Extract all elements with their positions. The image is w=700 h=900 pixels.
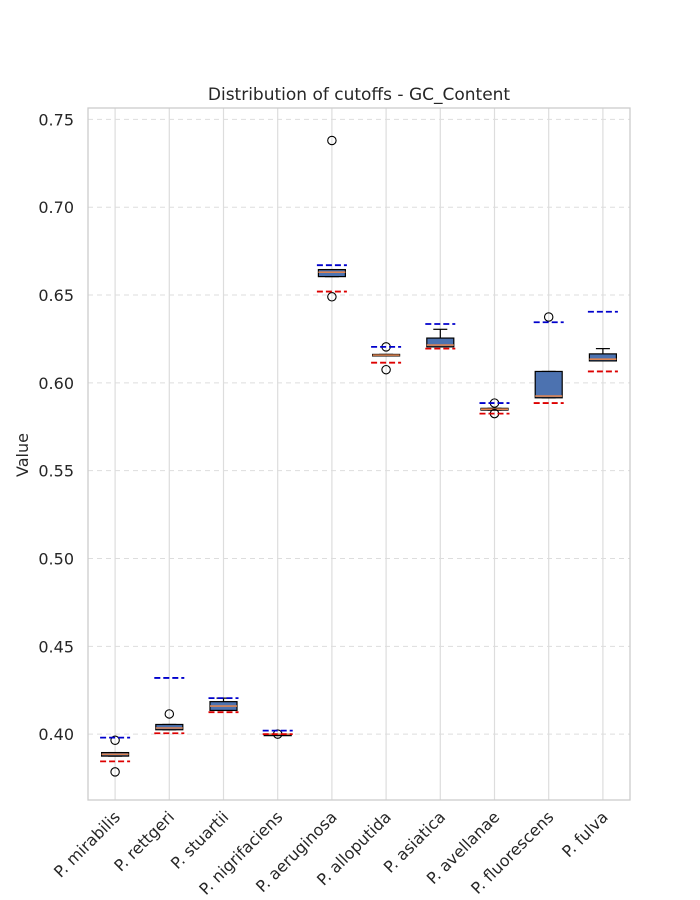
outlier-point <box>164 709 175 719</box>
box-group <box>371 342 402 375</box>
box-group <box>425 323 456 350</box>
y-tick-label: 0.65 <box>38 286 74 305</box>
box-marks <box>100 135 618 777</box>
box-group <box>262 729 293 739</box>
box-group <box>316 135 347 302</box>
outlier-point <box>327 135 337 146</box>
y-tick-label: 0.50 <box>38 550 74 569</box>
box-group <box>208 697 239 714</box>
chart-title: Distribution of cutoffs - GC_Content <box>208 85 511 105</box>
box <box>426 337 455 348</box>
box-group <box>154 677 185 735</box>
outlier-point <box>543 312 554 322</box>
box-group <box>100 735 131 777</box>
box-group <box>479 398 510 419</box>
plot-frame <box>87 107 631 801</box>
y-tick-label: 0.55 <box>38 462 74 481</box>
outlier-point <box>110 767 120 777</box>
y-tick-label: 0.70 <box>38 198 74 217</box>
box <box>534 370 563 399</box>
grid-lines <box>88 108 630 800</box>
box <box>317 268 346 278</box>
box <box>588 353 618 362</box>
y-tick-label: 0.60 <box>38 374 74 393</box>
outlier-point <box>381 364 391 375</box>
y-tick-label: 0.75 <box>38 110 74 129</box>
outlier-point <box>110 735 120 746</box>
y-axis-label: Value <box>13 433 32 477</box>
y-tick-label: 0.40 <box>38 725 74 744</box>
box-group <box>533 312 564 404</box>
y-tick-labels: 0.40 0.45 0.50 0.55 0.60 0.65 0.70 0.75 <box>38 110 74 744</box>
outlier-point <box>327 292 337 302</box>
y-tick-label: 0.45 <box>38 637 74 656</box>
box-group <box>587 310 618 373</box>
box <box>155 723 184 731</box>
